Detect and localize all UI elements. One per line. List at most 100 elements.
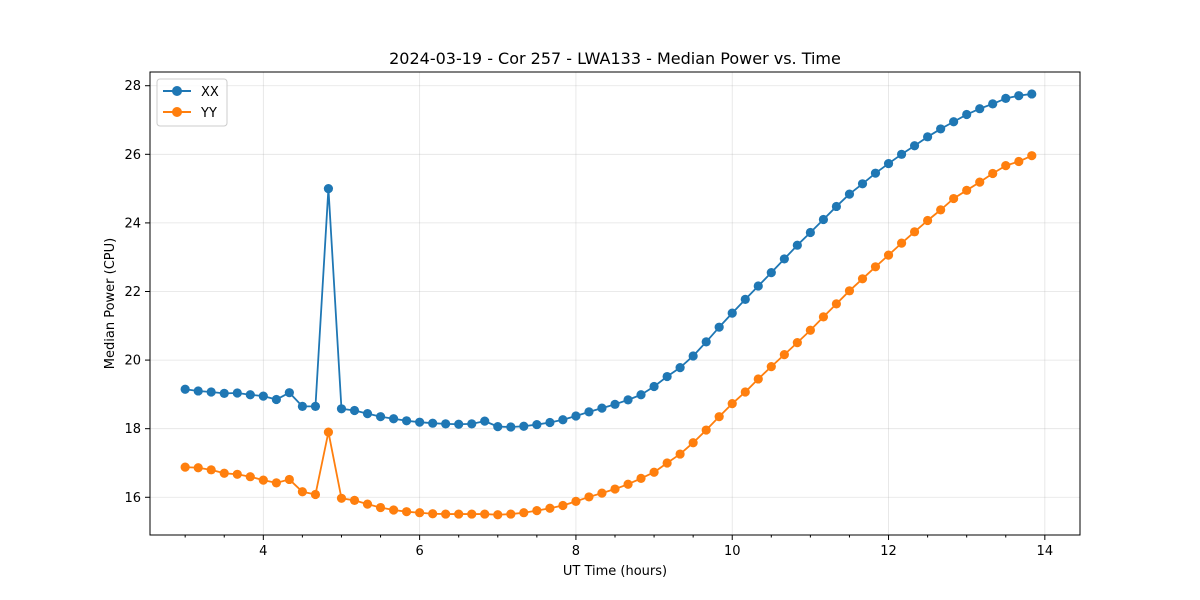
data-point-xx <box>688 351 698 361</box>
data-point-xx <box>428 418 438 428</box>
data-point-xx <box>701 337 711 347</box>
data-point-yy <box>336 493 347 503</box>
data-point-yy <box>623 479 633 489</box>
data-point-xx <box>323 184 334 194</box>
data-point-xx <box>219 388 229 398</box>
data-point-xx <box>349 405 360 416</box>
data-point-yy <box>271 478 281 488</box>
data-point-xx <box>401 416 412 426</box>
data-point-yy <box>597 488 607 498</box>
legend-marker-yy <box>172 107 182 117</box>
data-point-xx <box>988 99 998 109</box>
data-point-xx <box>571 411 581 421</box>
data-point-xx <box>1001 93 1011 104</box>
data-point-yy <box>805 325 815 335</box>
data-point-xx <box>623 395 633 405</box>
data-point-xx <box>883 158 894 169</box>
series-layer <box>180 89 1037 520</box>
data-point-yy <box>792 337 802 348</box>
data-point-xx <box>493 422 503 432</box>
data-point-yy <box>401 507 412 517</box>
data-point-xx <box>180 384 190 394</box>
data-point-xx <box>975 104 985 114</box>
data-point-xx <box>779 254 789 264</box>
data-point-yy <box>558 500 568 511</box>
data-point-yy <box>297 487 307 497</box>
data-point-yy <box>428 509 438 519</box>
data-point-yy <box>701 425 711 435</box>
data-point-yy <box>988 168 998 179</box>
data-point-yy <box>675 449 685 459</box>
data-point-xx <box>896 149 907 159</box>
data-point-xx <box>519 421 529 431</box>
data-point-yy <box>949 193 959 204</box>
data-point-xx <box>310 401 321 411</box>
data-point-yy <box>896 238 907 248</box>
legend-label-yy: YY <box>200 106 217 121</box>
y-axis-label: Median Power (CPU) <box>103 238 118 369</box>
data-point-yy <box>310 489 321 500</box>
data-point-xx <box>193 386 203 396</box>
x-tick-label: 8 <box>572 544 580 559</box>
data-point-xx <box>831 201 842 212</box>
data-point-yy <box>323 427 334 437</box>
data-point-xx <box>870 168 881 178</box>
data-point-yy <box>245 472 255 482</box>
data-point-yy <box>610 484 620 494</box>
x-axis-label: UT Time (hours) <box>563 564 667 579</box>
data-point-yy <box>480 509 490 519</box>
data-point-xx <box>753 281 763 291</box>
data-point-yy <box>818 312 829 322</box>
data-point-yy <box>584 492 594 502</box>
data-point-xx <box>506 422 516 432</box>
data-point-yy <box>662 458 672 468</box>
data-point-xx <box>727 308 737 318</box>
data-point-xx <box>388 414 399 424</box>
data-point-yy <box>454 509 464 519</box>
data-point-xx <box>336 404 347 414</box>
data-point-xx <box>532 419 542 430</box>
data-point-xx <box>558 415 568 425</box>
data-point-yy <box>519 508 529 518</box>
data-point-xx <box>714 322 724 332</box>
x-tick-label: 6 <box>415 544 423 559</box>
data-point-xx <box>362 408 373 419</box>
data-point-xx <box>545 417 555 428</box>
data-point-yy <box>779 350 789 360</box>
data-point-xx <box>805 227 815 238</box>
data-point-yy <box>831 299 842 309</box>
data-point-xx <box>936 124 946 134</box>
data-point-xx <box>740 294 750 304</box>
data-point-yy <box>545 503 555 513</box>
data-point-yy <box>649 467 659 477</box>
data-point-yy <box>441 509 451 519</box>
legend: XX YY <box>156 78 228 127</box>
data-point-xx <box>844 189 855 199</box>
x-tick-label: 4 <box>259 544 267 559</box>
data-point-yy <box>506 509 516 519</box>
data-point-yy <box>1014 156 1024 167</box>
data-point-yy <box>493 510 503 520</box>
data-point-xx <box>597 403 607 413</box>
data-point-yy <box>467 509 477 519</box>
data-point-yy <box>206 465 216 475</box>
data-point-yy <box>688 438 698 448</box>
data-point-xx <box>636 390 646 400</box>
data-point-xx <box>1027 89 1037 99</box>
data-point-xx <box>245 390 255 400</box>
data-point-yy <box>284 474 294 485</box>
data-point-xx <box>818 214 829 225</box>
y-tick-label: 16 <box>124 491 141 506</box>
y-tick-label: 26 <box>124 148 141 163</box>
series-xx <box>180 89 1037 432</box>
data-point-xx <box>284 388 294 398</box>
data-point-xx <box>232 388 242 398</box>
data-point-xx <box>923 132 933 142</box>
data-point-yy <box>975 177 985 187</box>
y-tick-label: 28 <box>124 79 141 94</box>
data-point-xx <box>584 407 594 417</box>
x-tick-label: 10 <box>724 544 741 559</box>
y-tick-label: 22 <box>124 285 141 300</box>
data-point-yy <box>727 399 737 409</box>
